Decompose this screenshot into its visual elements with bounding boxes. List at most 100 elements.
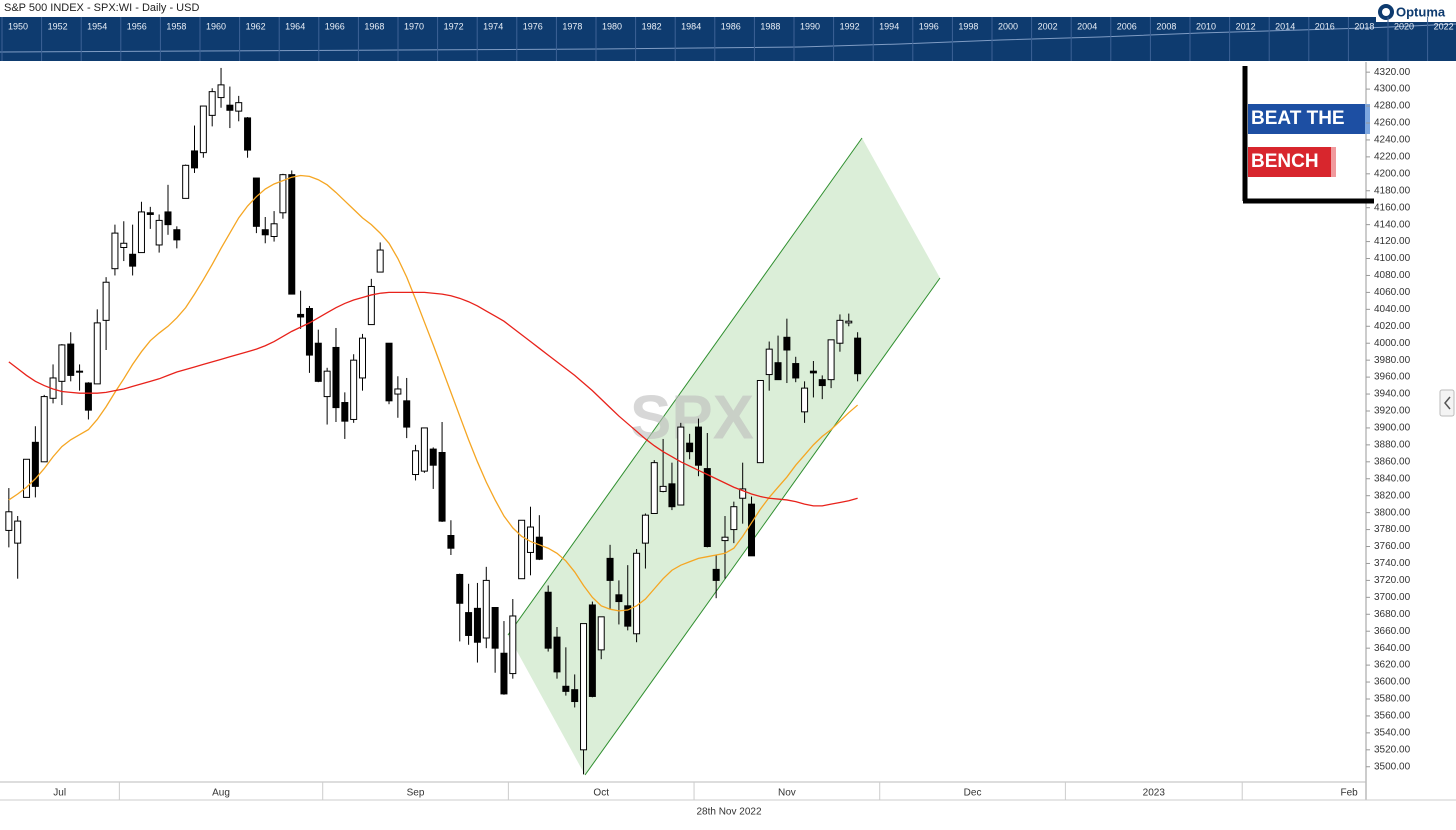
y-tick-label: 3960.00: [1374, 372, 1411, 383]
y-tick-label: 4060.00: [1374, 287, 1411, 298]
x-tick-label: Sep: [407, 788, 425, 799]
candle-body: [456, 573, 464, 604]
y-tick-label: 3680.00: [1374, 609, 1411, 620]
navigator[interactable]: [0, 17, 1456, 61]
candle-body: [535, 536, 543, 560]
y-tick-label: 4080.00: [1374, 270, 1411, 281]
x-tick-label: Nov: [778, 788, 796, 799]
y-tick-label: 4260.00: [1374, 118, 1411, 129]
collapse-icon: [1444, 396, 1451, 410]
x-tick-label: Oct: [593, 788, 609, 799]
candle-body: [721, 536, 729, 542]
candle-body: [482, 579, 490, 639]
candle-body: [465, 612, 473, 636]
footer-date: 28th Nov 2022: [696, 807, 761, 818]
candle-body: [146, 212, 154, 215]
navigator-year: 1972: [444, 21, 464, 31]
y-tick-label: 3720.00: [1374, 575, 1411, 586]
navigator-year: 1980: [602, 21, 622, 31]
candle-body: [677, 426, 685, 506]
navigator-year: 2012: [1236, 21, 1256, 31]
navigator-year: 1954: [87, 21, 107, 31]
brand-icon-hole: [1382, 8, 1390, 16]
moving-average: [8, 174, 859, 612]
y-tick-label: 4240.00: [1374, 135, 1411, 146]
candle-body: [792, 363, 800, 379]
navigator-year: 1960: [206, 21, 226, 31]
brand-name: Optuma: [1396, 4, 1446, 19]
y-tick-label: 4320.00: [1374, 67, 1411, 78]
y-tick-label: 3520.00: [1374, 744, 1411, 755]
y-tick-label: 4300.00: [1374, 84, 1411, 95]
candle-body: [854, 337, 862, 375]
navigator-year: 1956: [127, 21, 147, 31]
y-tick-label: 4100.00: [1374, 253, 1411, 264]
candle-body: [544, 591, 552, 649]
candle-body: [261, 229, 269, 236]
y-tick-label: 3660.00: [1374, 626, 1411, 637]
y-tick-label: 3740.00: [1374, 558, 1411, 569]
candle-body: [659, 485, 667, 492]
candle-body: [120, 242, 128, 249]
candle-body: [332, 346, 340, 409]
navigator-year: 2022: [1434, 21, 1454, 31]
navigator-year: 2002: [1038, 21, 1058, 31]
navigator-year: 2020: [1394, 21, 1414, 31]
y-tick-label: 3600.00: [1374, 677, 1411, 688]
navigator-year: 1994: [879, 21, 899, 31]
moving-average: [8, 291, 858, 507]
candle-body: [562, 685, 570, 692]
candle-body: [420, 427, 428, 472]
candle-body: [93, 322, 101, 385]
x-tick-label: Aug: [212, 788, 230, 799]
candle-body: [208, 91, 216, 116]
navigator-year: 1966: [325, 21, 345, 31]
navigator-year: 1974: [483, 21, 503, 31]
trend-channel: [508, 138, 940, 775]
y-tick-label: 3780.00: [1374, 524, 1411, 535]
candle-body: [429, 448, 437, 466]
y-tick-label: 3560.00: [1374, 711, 1411, 722]
candle-body: [244, 117, 252, 151]
y-tick-label: 3580.00: [1374, 694, 1411, 705]
candle-body: [694, 426, 702, 466]
y-tick-label: 3900.00: [1374, 423, 1411, 434]
navigator-year: 1982: [642, 21, 662, 31]
candle-body: [836, 319, 844, 344]
y-tick-label: 4000.00: [1374, 338, 1411, 349]
y-tick-label: 3820.00: [1374, 490, 1411, 501]
candle-body: [447, 535, 455, 549]
y-tick-label: 3700.00: [1374, 592, 1411, 603]
candle-body: [367, 285, 375, 326]
candle-body: [668, 483, 676, 508]
candle-body: [164, 211, 172, 226]
navigator-year: 1950: [8, 21, 28, 31]
candle-body: [5, 511, 13, 531]
x-tick-label: 2023: [1143, 788, 1166, 799]
candle-body: [305, 307, 313, 356]
navigator-year: 1978: [562, 21, 582, 31]
candle-body: [615, 594, 623, 603]
candle-body: [650, 462, 658, 514]
candle-body: [350, 359, 358, 420]
navigator-year: 2010: [1196, 21, 1216, 31]
candle-body: [438, 451, 446, 522]
candle-body: [279, 174, 287, 214]
y-tick-label: 4180.00: [1374, 185, 1411, 196]
y-tick-label: 3880.00: [1374, 440, 1411, 451]
collapse-button[interactable]: [1439, 389, 1455, 417]
candle-body: [553, 636, 561, 673]
candle-body: [756, 379, 764, 464]
navigator-year: 2004: [1077, 21, 1097, 31]
navigator-year: 2016: [1315, 21, 1335, 31]
y-tick-label: 3940.00: [1374, 389, 1411, 400]
candle-body: [358, 337, 366, 379]
candle-body: [473, 607, 481, 643]
y-tick-label: 4020.00: [1374, 321, 1411, 332]
candle-body: [703, 468, 711, 548]
candle-body: [288, 174, 296, 295]
candle-body: [323, 370, 331, 398]
y-tick-label: 4140.00: [1374, 219, 1411, 230]
candle-body: [509, 615, 517, 675]
